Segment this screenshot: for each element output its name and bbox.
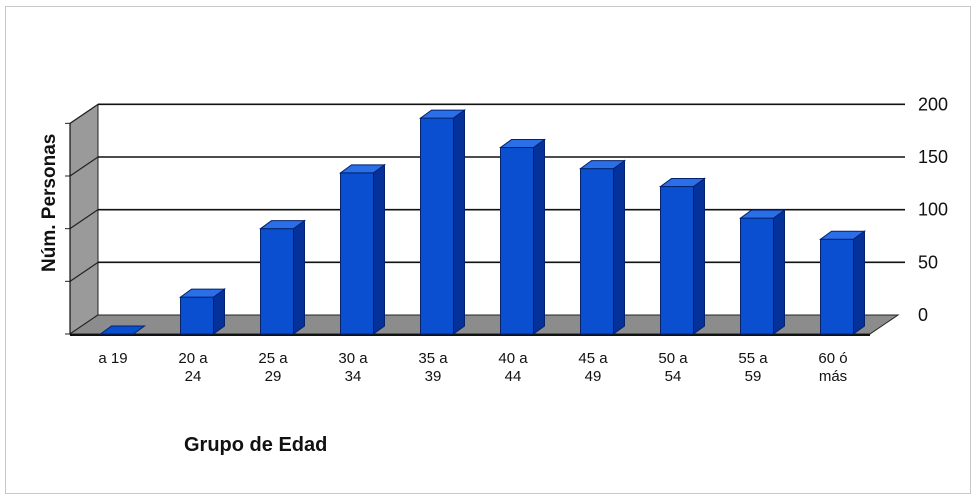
bar-front [340, 172, 374, 335]
x-tick-label-line2: 24 [185, 368, 202, 385]
bar-top [178, 288, 227, 298]
bar-top [658, 178, 707, 188]
bar-flat [98, 325, 147, 335]
x-tick-label: a 19 [98, 350, 127, 367]
y-axis-title: Núm. Personas [39, 134, 60, 272]
bar [178, 288, 227, 335]
bar-front [260, 228, 294, 335]
y-tick-label: 100 [918, 200, 948, 220]
x-tick-labels: a 19 20 a24 25 a29 30 a34 35 a39 40 a44 45 a49… [98, 350, 847, 385]
bar [658, 177, 707, 335]
y-tick-label: 0 [918, 305, 928, 325]
bar-top [338, 164, 387, 174]
bar [578, 159, 627, 335]
x-tick-label-line2: 34 [345, 368, 362, 385]
bar [258, 219, 307, 335]
bar-side [533, 138, 545, 335]
x-tick-label-line2: 54 [665, 368, 682, 385]
bar-front [420, 117, 454, 335]
bar-top [258, 220, 307, 230]
y-tick-label: 50 [918, 252, 938, 272]
x-tick-label-line2: 49 [585, 368, 602, 385]
bar-top [578, 160, 627, 170]
bar-side [613, 159, 625, 335]
x-tick-label: 30 a [338, 350, 368, 367]
bar [498, 138, 547, 335]
bar [738, 209, 787, 335]
bar-side [293, 219, 305, 335]
x-tick-label-line2: más [819, 368, 847, 385]
bar-top [418, 109, 467, 119]
x-tick-label-line2: 29 [265, 368, 282, 385]
bar-front [500, 147, 534, 335]
bar-front [580, 168, 614, 335]
side-gridline [69, 261, 99, 282]
x-tick-label: 40 a [498, 350, 528, 367]
x-tick-label: 60 ó [818, 350, 847, 367]
bar [818, 230, 867, 335]
y-tick-labels: 0 50 100 150 200 [918, 94, 948, 325]
bars [98, 109, 867, 335]
x-tick-label: 25 a [258, 350, 288, 367]
x-tick-label: 35 a [418, 350, 448, 367]
y-tick-label: 150 [918, 147, 948, 167]
bar-front [180, 296, 214, 335]
bar-side [373, 163, 385, 335]
bar-top [738, 209, 787, 219]
x-tick-label: 55 a [738, 350, 768, 367]
side-gridline [69, 103, 99, 124]
x-tick-label: 50 a [658, 350, 688, 367]
bar-side [453, 109, 465, 335]
bar-front [660, 186, 694, 335]
bar [418, 109, 467, 335]
bar-top [498, 139, 547, 149]
x-tick-label: 20 a [178, 350, 208, 367]
bar [98, 325, 147, 335]
x-tick-label-line2: 44 [505, 368, 522, 385]
chart-frame [5, 6, 971, 494]
bar-top [818, 230, 867, 240]
x-tick-label-line2: 39 [425, 368, 442, 385]
side-gridline [69, 156, 99, 177]
bar-front [820, 238, 854, 335]
bar [338, 163, 387, 335]
y-tick-label: 200 [918, 94, 948, 114]
x-tick-label-line2: 59 [745, 368, 762, 385]
side-gridline [69, 209, 99, 230]
x-tick-label: 45 a [578, 350, 608, 367]
bar-side [693, 177, 705, 335]
x-axis-title: Grupo de Edad [184, 434, 327, 456]
bar-side [853, 230, 865, 335]
bar-front [740, 217, 774, 335]
bar-side [773, 209, 785, 335]
